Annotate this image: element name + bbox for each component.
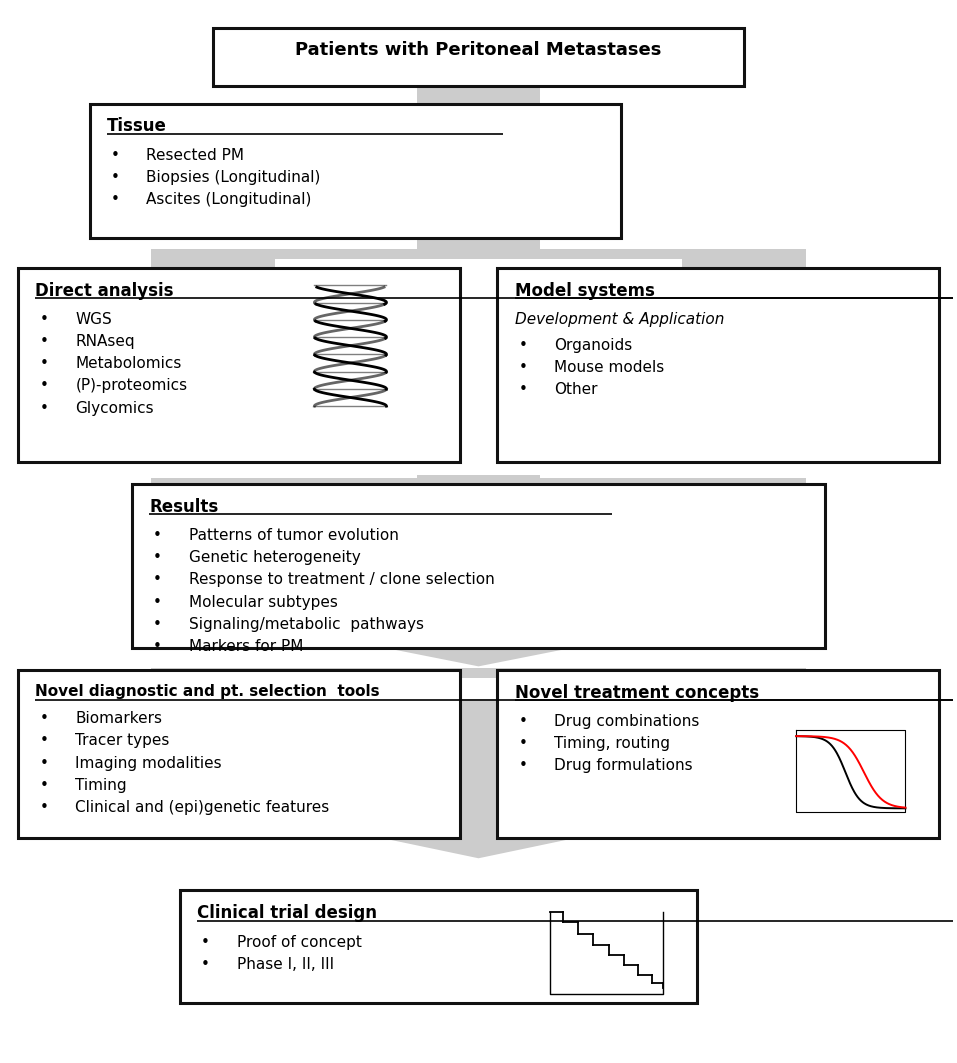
Polygon shape [212, 516, 745, 667]
Bar [151, 249, 275, 302]
Text: Direct analysis: Direct analysis [35, 282, 174, 300]
Text: Resected PM: Resected PM [146, 148, 244, 163]
Text: RNAseq: RNAseq [76, 334, 135, 350]
Text: Patterns of tumor evolution: Patterns of tumor evolution [189, 528, 399, 543]
Text: Proof of concept: Proof of concept [236, 934, 362, 949]
Text: Drug combinations: Drug combinations [554, 714, 700, 729]
Text: •: • [153, 617, 162, 631]
FancyBboxPatch shape [498, 670, 939, 839]
Text: Biopsies (Longitudinal): Biopsies (Longitudinal) [146, 170, 321, 185]
Text: Tracer types: Tracer types [76, 733, 169, 748]
FancyBboxPatch shape [180, 890, 697, 1002]
Bar [682, 478, 806, 516]
Text: Glycomics: Glycomics [76, 401, 154, 416]
Text: •: • [39, 799, 48, 815]
FancyBboxPatch shape [212, 28, 745, 86]
Text: •: • [201, 934, 210, 949]
Bar [417, 86, 540, 103]
Polygon shape [212, 699, 745, 858]
Text: Molecular subtypes: Molecular subtypes [189, 594, 338, 609]
Text: Novel treatment concepts: Novel treatment concepts [515, 684, 759, 702]
Text: Biomarkers: Biomarkers [76, 711, 163, 726]
Text: •: • [110, 148, 120, 163]
Bar [151, 668, 275, 699]
Text: •: • [39, 756, 48, 771]
Text: Imaging modalities: Imaging modalities [76, 756, 222, 771]
Text: Model systems: Model systems [515, 282, 655, 300]
Text: Clinical trial design: Clinical trial design [197, 905, 377, 922]
Text: Drug formulations: Drug formulations [554, 758, 693, 774]
Text: •: • [39, 356, 48, 371]
FancyBboxPatch shape [132, 484, 825, 648]
Text: •: • [153, 528, 162, 543]
Text: •: • [110, 170, 120, 185]
Text: Results: Results [149, 497, 218, 516]
Text: •: • [110, 192, 120, 207]
Text: (P)-proteomics: (P)-proteomics [76, 378, 188, 393]
Text: Genetic heterogeneity: Genetic heterogeneity [189, 551, 361, 566]
Text: •: • [519, 338, 527, 353]
Text: Response to treatment / clone selection: Response to treatment / clone selection [189, 573, 495, 588]
Text: Phase I, II, III: Phase I, II, III [236, 957, 334, 972]
Bar [151, 249, 806, 259]
Bar [151, 668, 806, 678]
Text: Timing: Timing [76, 778, 127, 793]
Text: •: • [519, 758, 527, 774]
Text: Markers for PM: Markers for PM [189, 639, 303, 654]
FancyBboxPatch shape [498, 268, 939, 462]
Bar [417, 237, 540, 259]
FancyBboxPatch shape [90, 103, 621, 237]
Bar [682, 668, 806, 699]
Text: Novel diagnostic and pt. selection  tools: Novel diagnostic and pt. selection tools [35, 684, 380, 698]
Text: Signaling/metabolic  pathways: Signaling/metabolic pathways [189, 617, 424, 631]
Text: •: • [519, 383, 527, 398]
Text: •: • [39, 733, 48, 748]
FancyBboxPatch shape [18, 268, 459, 462]
Bar [417, 475, 540, 488]
Text: Clinical and (epi)genetic features: Clinical and (epi)genetic features [76, 799, 329, 815]
Text: Organoids: Organoids [554, 338, 633, 353]
Text: •: • [39, 378, 48, 393]
Text: •: • [153, 551, 162, 566]
Text: WGS: WGS [76, 313, 112, 327]
Text: Tissue: Tissue [106, 117, 167, 135]
Bar [151, 478, 806, 488]
Text: •: • [519, 714, 527, 729]
Bar [151, 478, 275, 516]
Text: Other: Other [554, 383, 598, 398]
Text: •: • [153, 573, 162, 588]
Text: •: • [519, 737, 527, 752]
Text: •: • [39, 334, 48, 350]
Text: •: • [39, 711, 48, 726]
Text: •: • [519, 360, 527, 375]
Bar [682, 249, 806, 302]
Text: •: • [39, 778, 48, 793]
Text: Timing, routing: Timing, routing [554, 737, 671, 752]
Text: Ascites (Longitudinal): Ascites (Longitudinal) [146, 192, 312, 207]
Text: •: • [39, 401, 48, 416]
Text: •: • [39, 313, 48, 327]
Text: Mouse models: Mouse models [554, 360, 665, 375]
FancyBboxPatch shape [18, 670, 459, 839]
Text: •: • [201, 957, 210, 972]
Text: Development & Application: Development & Application [515, 313, 723, 327]
Text: •: • [153, 639, 162, 654]
Text: •: • [153, 594, 162, 609]
Text: Patients with Peritoneal Metastases: Patients with Peritoneal Metastases [296, 41, 661, 60]
Text: Metabolomics: Metabolomics [76, 356, 182, 371]
